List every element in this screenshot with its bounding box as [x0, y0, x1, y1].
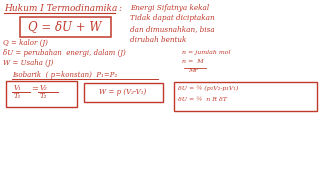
Text: T₂: T₂ — [40, 92, 47, 100]
Text: δU = ¾ (p₂V₂-p₁V₁): δU = ¾ (p₂V₂-p₁V₁) — [178, 85, 238, 91]
Text: Hukum I Termodinamika: Hukum I Termodinamika — [4, 4, 117, 13]
Text: :: : — [118, 4, 121, 13]
Text: Q = kalor (J): Q = kalor (J) — [3, 39, 48, 47]
Text: dirubah bentuk: dirubah bentuk — [130, 35, 186, 44]
Text: T₁: T₁ — [14, 92, 21, 100]
Text: =: = — [31, 85, 38, 93]
Text: W = p (V₂-V₁): W = p (V₂-V₁) — [100, 88, 147, 96]
Text: Tidak dapat diciptakan: Tidak dapat diciptakan — [130, 15, 215, 22]
Text: n = jumlah mol: n = jumlah mol — [182, 50, 230, 55]
Text: W = Usaha (J): W = Usaha (J) — [3, 59, 53, 67]
Text: δU = perubahan  energi, dalam (J): δU = perubahan energi, dalam (J) — [3, 49, 126, 57]
Text: n =  M: n = M — [182, 59, 204, 64]
Text: Q = δU + W: Q = δU + W — [28, 20, 102, 33]
Text: V₁: V₁ — [14, 84, 22, 92]
Text: Energi Sifatnya kekal: Energi Sifatnya kekal — [130, 4, 209, 12]
Text: Mr: Mr — [188, 68, 197, 73]
Text: dan dimusnahkan, bisa: dan dimusnahkan, bisa — [130, 25, 215, 33]
Text: δU = ¾  n R δT: δU = ¾ n R δT — [178, 97, 227, 102]
Text: Isobarik  ( p=konstan)  P₁=P₂: Isobarik ( p=konstan) P₁=P₂ — [12, 71, 117, 79]
Text: V₂: V₂ — [40, 84, 48, 92]
